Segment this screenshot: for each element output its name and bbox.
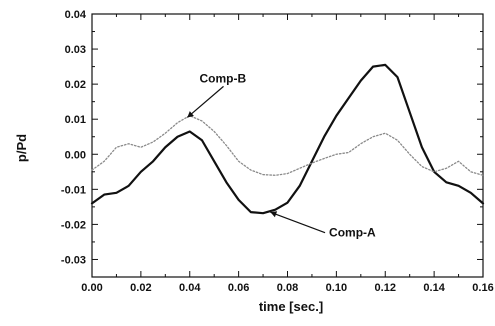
y-tick-label: 0.00 (65, 149, 86, 161)
plot-frame (91, 13, 484, 278)
annotation-layer: Comp-B Comp-A (186, 71, 376, 240)
x-tick-label: 0.14 (423, 282, 445, 294)
annotation-arrowhead-comp-a (270, 211, 278, 218)
axes-layer: 0.00 0.02 0.04 0.06 0.08 0.10 0.12 0.14 0.16 0.04… (61, 9, 494, 294)
x-tick-label: 0.00 (81, 282, 102, 294)
x-tick-label: 0.04 (179, 282, 201, 294)
y-tick-label: 0.01 (65, 114, 86, 126)
y-tick-label: 0.03 (65, 44, 86, 56)
x-tick-label: 0.08 (277, 282, 298, 294)
x-tick-label: 0.02 (130, 282, 151, 294)
y-axis-title: p/Pd (14, 134, 29, 162)
y-tick-label: 0.04 (65, 9, 87, 21)
annotation-arrow-comp-a (270, 211, 326, 234)
x-tick-label: 0.06 (228, 282, 249, 294)
series-line-comp-a (90, 63, 485, 215)
y-tick-label: 0.02 (65, 79, 86, 91)
x-tick-label: 0.10 (326, 282, 347, 294)
y-tick-label: -0.03 (61, 254, 86, 266)
series-layer (90, 63, 485, 215)
annotation-arrowhead-comp-b (187, 111, 194, 118)
y-tick-label: -0.02 (61, 219, 86, 231)
annotation-arrow-comp-b (186, 85, 224, 118)
series-line-comp-b (91, 115, 484, 176)
annotation-label-comp-a: Comp-A (329, 226, 376, 240)
x-tick-label: 0.16 (472, 282, 493, 294)
annotation-label-comp-b: Comp-B (200, 71, 247, 85)
x-tick-label: 0.12 (375, 282, 396, 294)
x-axis-title: time [sec.] (259, 299, 323, 314)
y-tick-label: -0.01 (61, 184, 86, 196)
